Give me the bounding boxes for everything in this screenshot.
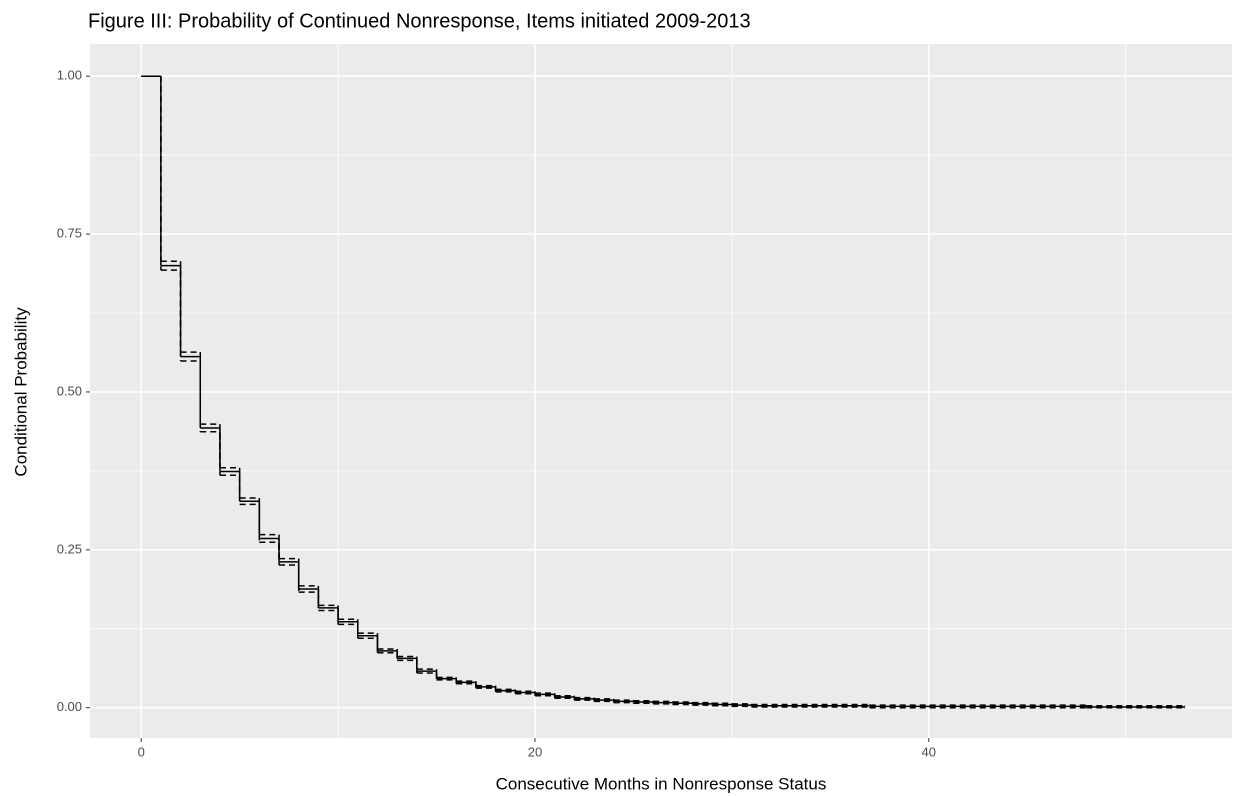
y-tick-label: 0.25 (57, 541, 82, 556)
y-tick-label: 0.00 (57, 699, 82, 714)
x-tick-label: 0 (138, 744, 145, 759)
y-tick-label: 0.75 (57, 226, 82, 241)
x-tick-label: 20 (528, 744, 542, 759)
chart-title: Figure III: Probability of Continued Non… (88, 10, 751, 32)
x-tick-label: 40 (922, 744, 936, 759)
x-axis-label: Consecutive Months in Nonresponse Status (496, 774, 827, 793)
y-tick-label: 0.50 (57, 383, 82, 398)
y-axis-label: Conditional Probability (11, 307, 30, 477)
plot-panel (90, 44, 1232, 738)
y-tick-label: 1.00 (57, 68, 82, 83)
